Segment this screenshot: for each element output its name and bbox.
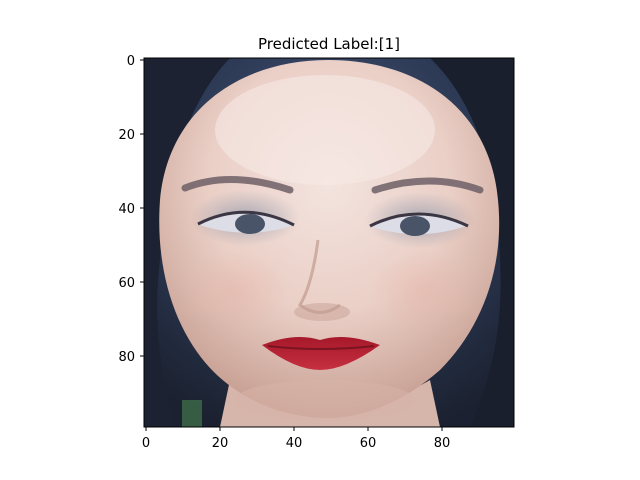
plot-title: Predicted Label:[1]	[258, 35, 400, 53]
x-axis: 0 20 40 60 80	[142, 427, 450, 451]
y-tick-label: 60	[118, 276, 135, 291]
left-eyebrow	[181, 175, 294, 194]
y-tick-label: 0	[127, 54, 135, 69]
x-tick-label: 60	[360, 436, 377, 451]
y-tick-label: 40	[118, 202, 135, 217]
face-image	[144, 58, 514, 427]
forehead-highlight	[215, 75, 435, 185]
right-eyelid	[369, 212, 469, 228]
y-tick-label: 80	[118, 350, 135, 365]
right-cheek	[370, 250, 480, 330]
right-eyebrow	[371, 177, 484, 194]
x-tick-label: 80	[434, 436, 451, 451]
garment-strap	[182, 400, 202, 427]
hair-right	[430, 58, 514, 427]
hair-left	[144, 58, 230, 427]
lip-line	[267, 345, 375, 350]
nose	[298, 239, 341, 314]
x-tick-label: 40	[286, 436, 303, 451]
left-cheek	[180, 250, 290, 330]
x-tick-label: 0	[142, 436, 150, 451]
x-tick-label: 20	[212, 436, 229, 451]
lips	[262, 336, 380, 370]
axes-frame	[143, 57, 515, 428]
left-iris	[235, 214, 265, 234]
y-tick-label: 20	[118, 128, 135, 143]
left-eyelid	[197, 210, 295, 227]
chin-shadow	[235, 380, 415, 420]
y-axis: 0 20 40 60 80	[118, 54, 144, 365]
nose-shadow	[294, 303, 350, 321]
right-iris	[400, 216, 430, 236]
